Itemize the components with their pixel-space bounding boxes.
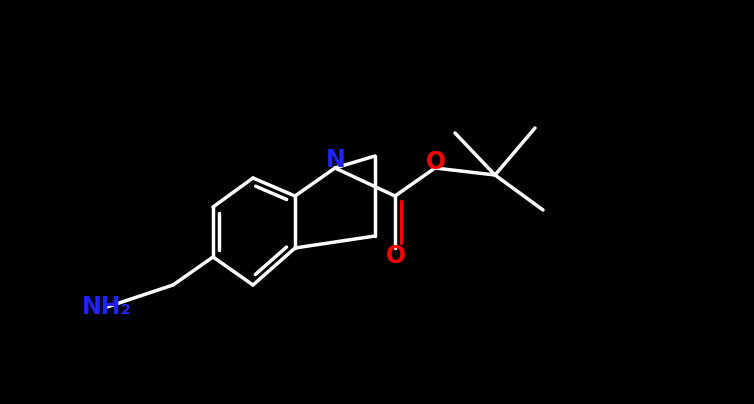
Text: N: N xyxy=(326,148,346,172)
Text: O: O xyxy=(386,244,406,268)
Text: O: O xyxy=(426,150,446,174)
Text: NH₂: NH₂ xyxy=(82,295,132,319)
